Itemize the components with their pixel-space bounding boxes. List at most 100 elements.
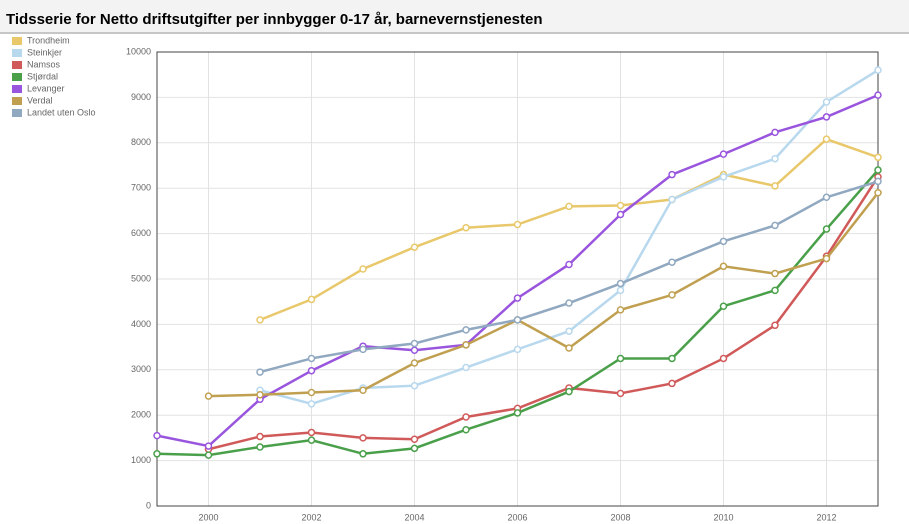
point xyxy=(256,368,264,376)
point xyxy=(410,359,419,367)
legend-swatch xyxy=(12,97,22,105)
point xyxy=(874,177,882,186)
point xyxy=(771,321,779,330)
point xyxy=(256,391,264,399)
header-bg xyxy=(0,0,909,34)
y-tick-label: 4000 xyxy=(131,319,151,329)
x-tick-label: 2008 xyxy=(610,512,630,522)
point xyxy=(565,344,573,352)
point xyxy=(256,432,264,441)
point xyxy=(771,154,779,163)
legend-label: Landet uten Oslo xyxy=(27,107,96,117)
point xyxy=(822,113,831,121)
point xyxy=(359,450,367,458)
chart-title: Tidsserie for Netto driftsutgifter per i… xyxy=(6,11,543,28)
point xyxy=(874,188,882,197)
point xyxy=(874,66,882,74)
point xyxy=(307,388,316,397)
x-tick-label: 2012 xyxy=(816,512,836,522)
y-tick-label: 7000 xyxy=(131,183,151,193)
point xyxy=(153,450,161,458)
point xyxy=(307,436,316,444)
point xyxy=(822,135,831,143)
point xyxy=(668,170,676,179)
point xyxy=(668,195,676,204)
legend-label: Levanger xyxy=(27,83,65,93)
point xyxy=(410,346,419,355)
plot-frame xyxy=(156,51,879,507)
point xyxy=(462,425,470,434)
y-tick-label: 9000 xyxy=(131,92,151,102)
point xyxy=(771,221,779,230)
point xyxy=(616,279,625,288)
legend-label: Steinkjer xyxy=(27,47,62,57)
point xyxy=(668,379,676,388)
y-tick-label: 10000 xyxy=(126,46,151,56)
legend-swatch xyxy=(12,109,22,117)
point xyxy=(153,431,161,440)
point xyxy=(719,262,728,271)
point xyxy=(565,387,573,396)
point xyxy=(462,363,470,372)
point xyxy=(565,260,573,269)
x-tick-label: 2006 xyxy=(507,512,527,522)
point xyxy=(616,354,625,363)
point xyxy=(410,339,419,348)
point xyxy=(874,153,882,162)
point xyxy=(204,392,213,400)
legend-swatch xyxy=(12,37,22,45)
y-tick-label: 6000 xyxy=(131,228,151,238)
point xyxy=(565,202,573,211)
point xyxy=(616,306,625,314)
y-tick-label: 8000 xyxy=(131,137,151,147)
point xyxy=(771,182,779,190)
point xyxy=(513,409,522,417)
point xyxy=(616,210,625,219)
legend-label: Verdal xyxy=(27,95,53,105)
series-line xyxy=(208,191,879,398)
point xyxy=(359,434,367,442)
point xyxy=(874,166,882,174)
point xyxy=(513,345,522,354)
x-tick-label: 2010 xyxy=(713,512,733,522)
series-line xyxy=(208,176,880,451)
legend-swatch xyxy=(12,61,22,69)
point xyxy=(719,150,728,158)
legend-swatch xyxy=(12,85,22,93)
y-tick-label: 2000 xyxy=(131,410,151,420)
point xyxy=(513,220,522,229)
point xyxy=(307,400,316,408)
point xyxy=(616,286,625,295)
point xyxy=(822,254,831,263)
point xyxy=(307,295,316,304)
point xyxy=(204,442,213,450)
point xyxy=(256,443,264,451)
x-tick-label: 2000 xyxy=(198,512,218,522)
legend-swatch xyxy=(12,73,22,81)
series-line xyxy=(259,137,879,322)
point xyxy=(616,201,625,210)
point xyxy=(719,302,728,310)
y-tick-label: 3000 xyxy=(131,364,151,374)
point xyxy=(668,258,676,266)
point xyxy=(462,326,470,334)
legend-label: Trondheim xyxy=(27,35,70,45)
point xyxy=(513,316,522,324)
point xyxy=(719,354,728,363)
point xyxy=(565,327,573,335)
point xyxy=(771,286,779,295)
point xyxy=(565,299,573,307)
point xyxy=(462,341,470,349)
series-line xyxy=(259,69,879,406)
point xyxy=(462,223,470,232)
point xyxy=(462,413,470,421)
y-tick-label: 1000 xyxy=(131,455,151,465)
point xyxy=(410,435,419,444)
legend-label: Stjørdal xyxy=(27,71,58,81)
point xyxy=(359,345,367,354)
point xyxy=(668,354,676,363)
point xyxy=(822,225,831,233)
point xyxy=(410,381,419,390)
point xyxy=(719,237,728,246)
